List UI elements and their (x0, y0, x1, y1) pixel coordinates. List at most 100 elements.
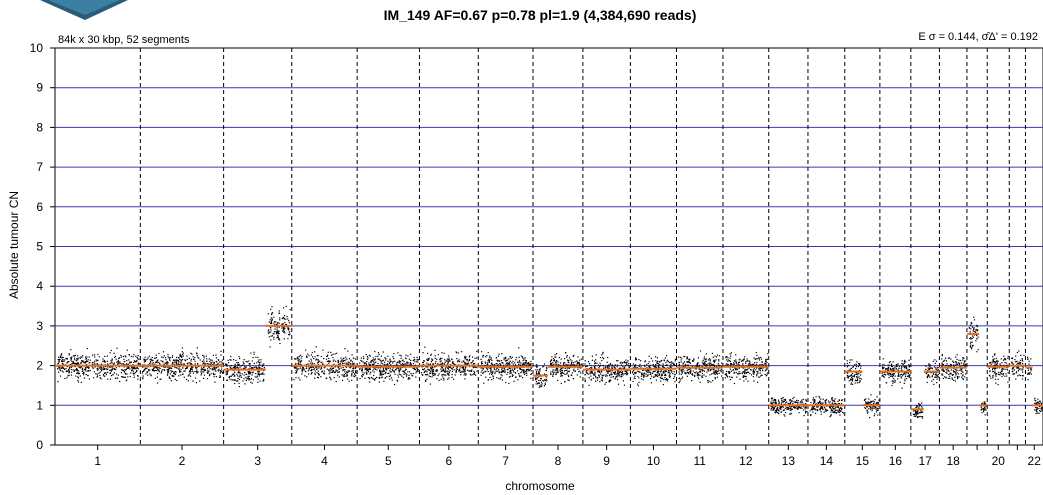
cn-point (761, 361, 763, 363)
cn-point (173, 359, 175, 361)
cn-point (234, 382, 236, 385)
cn-point (238, 370, 240, 372)
cn-point (446, 367, 449, 369)
cn-point (866, 409, 868, 411)
cn-point (337, 360, 340, 362)
cn-point (121, 376, 123, 378)
cn-point (560, 382, 562, 385)
cn-point (407, 361, 409, 363)
cn-point (580, 372, 582, 374)
cn-point (193, 358, 195, 360)
cn-point (716, 376, 718, 378)
cn-point (605, 381, 607, 384)
cn-point (492, 377, 495, 379)
cn-point (243, 359, 245, 361)
cn-point (134, 366, 136, 368)
cn-point (805, 400, 807, 402)
cn-point (347, 370, 349, 372)
cn-point (599, 373, 602, 375)
cn-point (727, 359, 729, 361)
cn-point (538, 373, 540, 375)
cn-point (82, 367, 84, 369)
cn-point (904, 372, 907, 374)
cn-point (727, 357, 729, 359)
cn-point (447, 378, 449, 380)
cn-point (873, 401, 875, 403)
cn-point (192, 366, 194, 368)
cn-point (543, 373, 546, 375)
cn-point (353, 367, 355, 369)
cn-point (297, 361, 299, 363)
cn-point (697, 357, 699, 359)
cn-point (354, 367, 357, 370)
cn-point (281, 317, 283, 320)
cn-point (68, 369, 70, 371)
cn-point (464, 363, 466, 365)
cn-point (838, 407, 840, 409)
cn-point (430, 361, 432, 363)
cn-point (554, 354, 556, 356)
cn-point (901, 387, 903, 389)
cn-point (742, 371, 744, 373)
cn-point (230, 359, 232, 361)
cn-point (735, 359, 737, 361)
cn-point (238, 386, 240, 388)
cn-point (730, 363, 732, 365)
cn-point (227, 370, 229, 372)
cn-point (238, 364, 240, 366)
cn-point (85, 374, 87, 376)
cn-point (301, 371, 303, 373)
cn-point (271, 319, 273, 321)
cn-point (921, 417, 923, 419)
cn-point (248, 379, 250, 381)
cn-point (258, 361, 260, 364)
cn-point (351, 372, 353, 374)
cn-point (150, 375, 152, 377)
cn-point (644, 372, 646, 374)
cn-point (893, 377, 895, 379)
cn-point (489, 355, 491, 357)
cn-point (598, 374, 600, 376)
cn-point (568, 367, 570, 369)
cn-point (809, 410, 811, 412)
cn-point (659, 373, 661, 375)
cn-point (268, 336, 270, 338)
cn-point (400, 363, 402, 365)
cn-point (496, 356, 498, 359)
cn-point (431, 366, 433, 369)
cn-point (363, 357, 365, 360)
cn-point (204, 363, 206, 365)
cn-point (564, 381, 566, 383)
cn-point (278, 322, 280, 324)
cn-point (714, 378, 716, 380)
cn-point (871, 407, 873, 409)
cn-point (673, 377, 675, 379)
cn-point (210, 362, 212, 364)
cn-point (918, 412, 920, 414)
cn-point (610, 372, 612, 374)
cn-point (258, 364, 260, 366)
cn-point (123, 361, 125, 363)
cn-point (317, 358, 319, 361)
cn-point (238, 378, 241, 381)
cn-point (466, 359, 469, 361)
cn-point (458, 369, 460, 372)
cn-point (376, 369, 378, 371)
cn-point (295, 369, 297, 371)
cn-point (255, 373, 257, 375)
cn-point (412, 363, 414, 365)
cn-point (312, 369, 314, 371)
cn-point (119, 362, 121, 364)
cn-point (447, 374, 449, 376)
cn-point (538, 382, 540, 384)
cn-point (180, 374, 182, 376)
cn-point (181, 351, 183, 353)
cn-point (757, 372, 759, 374)
cn-point (232, 373, 234, 375)
cn-point (122, 376, 124, 378)
cn-point (689, 358, 691, 360)
cn-point (501, 368, 503, 370)
cn-point (662, 371, 664, 373)
cn-point (815, 403, 817, 405)
cn-point (571, 364, 573, 366)
